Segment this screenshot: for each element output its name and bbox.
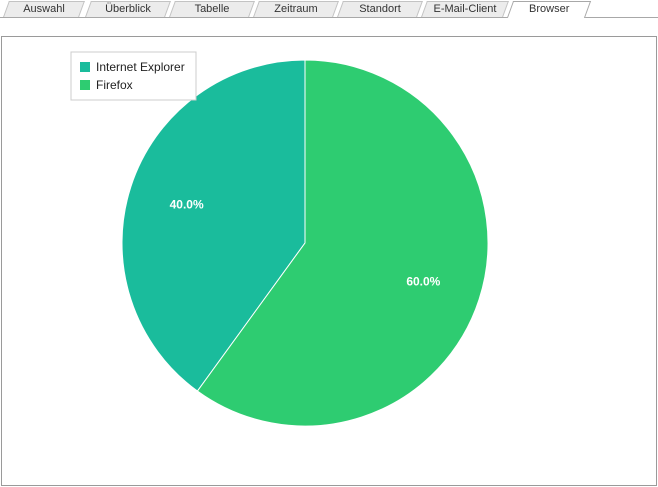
legend-swatch (80, 62, 90, 72)
tab-label: Auswahl (23, 3, 65, 15)
tab-bar: Auswahl Überblick Tabelle Zeitraum Stand… (0, 0, 658, 18)
tab-bar-divider (0, 17, 658, 18)
tab-zeitraum[interactable]: Zeitraum (253, 1, 339, 17)
tab-ueberblick[interactable]: Überblick (85, 1, 171, 17)
legend-label[interactable]: Internet Explorer (96, 60, 185, 74)
legend-box (70, 51, 197, 101)
tab-browser[interactable]: Browser (506, 1, 592, 18)
tab-auswahl[interactable]: Auswahl (3, 1, 85, 17)
tab-label: E-Mail-Client (433, 3, 497, 15)
pie-data-label: 60.0% (406, 274, 440, 288)
chart-legend: Internet Explorer Firefox (70, 51, 197, 101)
tab-label: Browser (529, 3, 570, 15)
tab-label: Standort (359, 3, 401, 15)
tab-label: Zeitraum (274, 3, 318, 15)
pie-chart: 40.0% 60.0% Internet Explorer Firefox (70, 51, 489, 427)
tab-email-client[interactable]: E-Mail-Client (421, 1, 509, 17)
chart-panel: 40.0% 60.0% Internet Explorer Firefox (1, 36, 657, 486)
pie-slice-internet-explorer[interactable] (121, 59, 306, 392)
pie-slice-firefox[interactable] (196, 59, 489, 427)
legend-label[interactable]: Firefox (96, 78, 133, 92)
tab-label: Überblick (105, 3, 151, 15)
tab-tabelle[interactable]: Tabelle (169, 1, 255, 17)
tab-standort[interactable]: Standort (337, 1, 423, 17)
pie-data-label: 40.0% (170, 198, 204, 212)
legend-swatch (80, 80, 90, 90)
tab-label: Tabelle (194, 3, 230, 15)
